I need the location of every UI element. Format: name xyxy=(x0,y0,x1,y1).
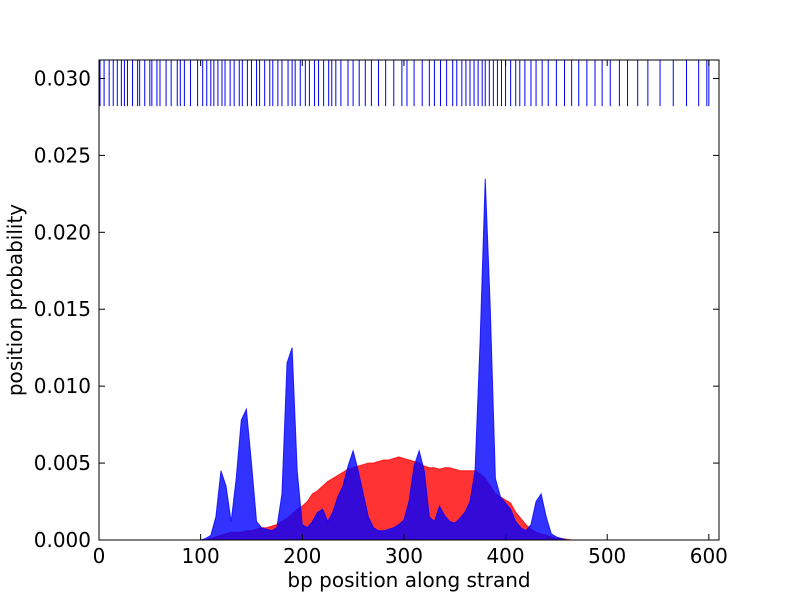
x-tick-label: 500 xyxy=(588,544,626,568)
plot-frame xyxy=(98,59,720,541)
y-tick-label: 0.005 xyxy=(34,451,91,475)
x-tick-label: 200 xyxy=(283,544,321,568)
x-tick-label: 300 xyxy=(385,544,423,568)
y-tick-label: 0.010 xyxy=(34,374,91,398)
x-tick-label: 400 xyxy=(486,544,524,568)
y-tick-label: 0.030 xyxy=(34,66,91,90)
y-tick-label: 0.015 xyxy=(34,297,91,321)
x-tick-label: 600 xyxy=(690,544,728,568)
area xyxy=(200,178,587,541)
y-tick-label: 0.025 xyxy=(34,143,91,167)
x-tick-label: 0 xyxy=(93,544,106,568)
x-axis-label: bp position along strand xyxy=(287,568,530,592)
y-axis-label: position probability xyxy=(3,204,27,396)
x-tick-label: 100 xyxy=(182,544,220,568)
y-tick-label: 0.020 xyxy=(34,220,91,244)
y-tick-label: 0.000 xyxy=(34,528,91,552)
